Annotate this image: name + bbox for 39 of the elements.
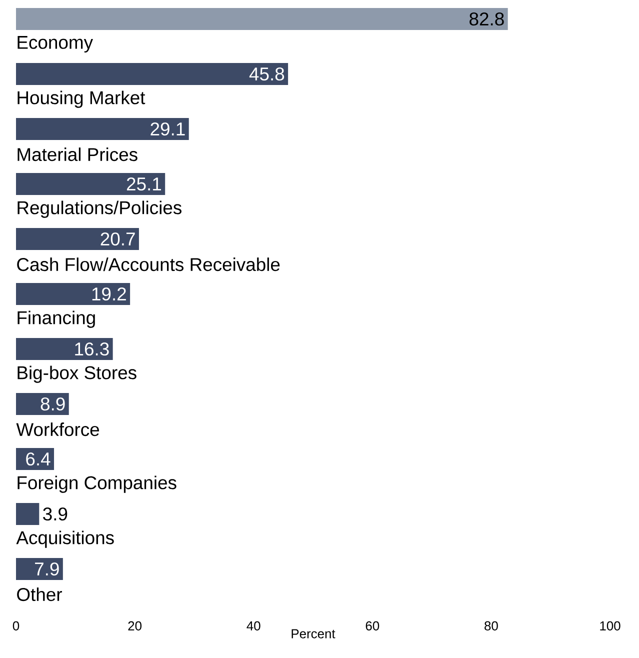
data-label: 6.4 <box>26 452 50 466</box>
y-tick-label: Cash Flow/Accounts Receivable <box>17 258 280 272</box>
y-tick-label: Regulations/Policies <box>18 200 182 218</box>
x-tick-label: 100 <box>600 621 620 630</box>
bar <box>16 283 130 306</box>
data-label: 25.1 <box>126 177 161 191</box>
bar <box>16 8 508 30</box>
bar <box>16 118 189 140</box>
y-tick-label: Big-box Stores <box>18 366 136 383</box>
data-label: 19.2 <box>92 287 126 301</box>
y-tick-label: Workforce <box>16 422 100 436</box>
y-tick-label: Material Prices <box>18 148 138 162</box>
bar <box>16 558 63 580</box>
data-label: 29.1 <box>150 122 185 136</box>
data-label: 8.9 <box>40 397 65 411</box>
x-tick-label: 80 <box>484 621 498 630</box>
y-tick-label: Financing <box>18 310 95 328</box>
x-tick-label: 60 <box>366 621 380 630</box>
bar <box>16 228 139 250</box>
y-tick-label: Foreign Companies <box>18 476 176 493</box>
data-label: 82.8 <box>470 12 504 26</box>
y-tick-label: Other <box>17 588 62 602</box>
data-label: 16.3 <box>75 342 109 356</box>
x-tick-label: 0 <box>12 621 20 630</box>
y-tick-label: Economy <box>18 36 93 53</box>
y-tick-label: Housing Market <box>18 90 146 108</box>
y-tick-label: Acquisitions <box>16 530 114 548</box>
bar <box>16 173 166 196</box>
bar <box>16 503 40 526</box>
x-tick-label: 40 <box>246 621 260 630</box>
data-label: 45.8 <box>249 67 284 81</box>
x-tick-label: 20 <box>128 621 142 630</box>
bar <box>16 338 113 360</box>
data-label: 20.7 <box>100 232 135 246</box>
data-label: 7.9 <box>35 562 59 576</box>
bar <box>16 63 288 85</box>
x-axis-title: Percent <box>292 629 336 638</box>
data-label: 3.9 <box>43 507 68 521</box>
bar <box>16 393 69 416</box>
